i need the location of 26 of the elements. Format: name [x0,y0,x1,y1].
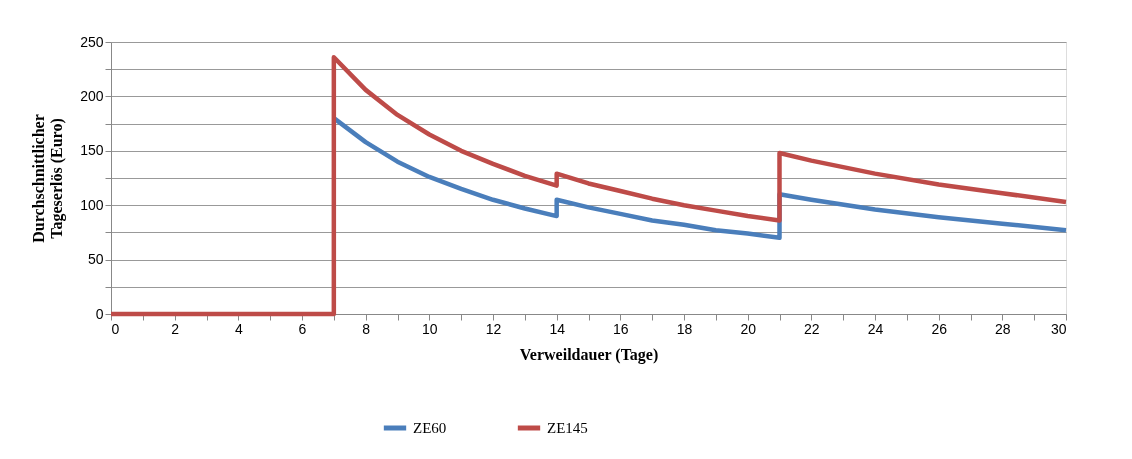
y-tick-label: 150 [80,142,104,159]
x-tick-label: 8 [362,320,371,337]
x-tick-label: 18 [676,320,693,337]
x-tick-label: 28 [995,320,1011,337]
y-tick-label: 100 [80,196,104,213]
x-tick-label: 6 [298,320,307,337]
y-tick-label: 0 [95,305,104,322]
x-tick-label: 12 [485,320,502,337]
y-axis-title: Durchschnittlicher Tageserlös (Euro) [30,114,67,243]
x-tick-label: 20 [740,320,757,337]
x-tick-label: 26 [931,320,948,337]
x-tick-label: 22 [804,320,820,337]
y-tick-label: 250 [80,33,104,50]
x-tick-label: 0 [111,320,120,337]
x-tick-label: 30 [1050,320,1067,337]
y-tick-label: 50 [87,251,104,268]
x-tick-label: 24 [867,320,884,337]
legend-label: ZE60 [413,420,447,436]
x-tick-label: 14 [549,320,566,337]
x-tick-label: 4 [234,320,243,337]
x-tick-label: 2 [171,320,180,337]
x-tick-label: 10 [422,320,438,337]
x-tick-label: 16 [613,320,629,337]
x-axis-title: Verweildauer (Tage) [519,345,659,364]
y-tick-label: 200 [80,87,104,104]
legend-label: ZE145 [547,420,588,436]
